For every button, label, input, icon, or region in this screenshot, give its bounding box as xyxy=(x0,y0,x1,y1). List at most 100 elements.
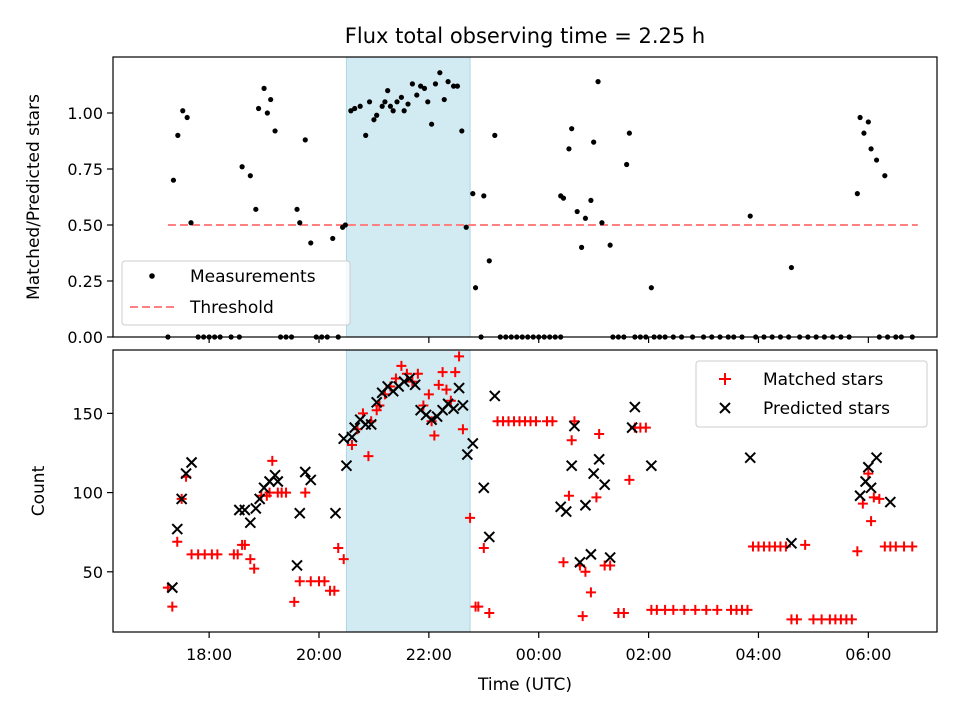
measurement-point xyxy=(357,103,363,109)
x-axis-label: Time (UTC) xyxy=(477,675,572,695)
matched-star-point xyxy=(363,451,374,462)
matched-star-point xyxy=(396,360,407,371)
matched-star-point xyxy=(690,604,701,615)
predicted-star-point xyxy=(862,461,875,473)
measurement-point xyxy=(247,173,253,179)
y-tick-label: 150 xyxy=(72,404,103,423)
matched-star-point xyxy=(433,379,444,390)
bottom-y-axis-label: Count xyxy=(29,465,49,516)
matched-star-point xyxy=(791,614,802,625)
measurement-point xyxy=(445,79,451,85)
measurement-point xyxy=(352,105,358,112)
bottom-legend: Matched stars Predicted stars xyxy=(695,360,928,428)
matched-star-point xyxy=(172,536,183,547)
matched-star-point xyxy=(624,474,635,485)
measurement-point xyxy=(854,191,860,197)
measurement-point xyxy=(425,99,431,105)
predicted-star-point xyxy=(645,459,658,472)
measurement-point xyxy=(865,119,871,125)
matched-star-point xyxy=(329,585,340,596)
matched-star-point xyxy=(907,541,918,552)
measurement-point xyxy=(253,206,259,212)
measurement-point xyxy=(308,240,314,246)
measurement-point xyxy=(450,83,457,89)
matched-star-point xyxy=(618,607,629,618)
measurement-point xyxy=(857,114,863,121)
predicted-star-point xyxy=(425,414,438,426)
predicted-star-point xyxy=(185,456,198,469)
bottom-x-axis: 18:00 20:00 22:00 00:00 02:00 04:00 06:00 xyxy=(186,632,891,664)
matched-star-point xyxy=(566,435,577,446)
measurement-point xyxy=(599,220,605,226)
predicted-star-point xyxy=(453,382,465,394)
measurement-point xyxy=(486,258,492,264)
top-x-axis xyxy=(208,337,869,343)
predicted-star-point xyxy=(365,418,377,431)
predicted-stars-layer xyxy=(166,372,897,594)
matched-star-point xyxy=(319,576,330,587)
y-tick-label: 0.75 xyxy=(67,160,103,179)
legend-measurement-marker xyxy=(149,273,155,279)
predicted-star-point xyxy=(565,459,578,472)
matched-star-point xyxy=(212,549,223,560)
predicted-star-point xyxy=(587,467,600,480)
measurement-point xyxy=(481,193,487,199)
matched-star-point xyxy=(249,563,260,574)
top-y-axis-label: Matched/Predicted stars xyxy=(24,94,44,300)
predicted-star-point xyxy=(585,548,597,561)
observing-window-span xyxy=(345,349,471,633)
matched-star-point xyxy=(712,604,723,615)
matched-star-point xyxy=(473,601,484,612)
chart-title: Flux total observing time = 2.25 h xyxy=(345,24,705,48)
predicted-star-point xyxy=(489,390,501,402)
matched-star-point xyxy=(605,560,616,571)
measurement-point xyxy=(472,285,479,291)
matched-star-point xyxy=(679,604,690,615)
top-axes-frame xyxy=(112,56,938,338)
matched-star-point xyxy=(426,416,437,427)
predicted-star-point xyxy=(329,507,342,519)
matched-star-point xyxy=(289,596,300,607)
measurement-point xyxy=(264,110,270,116)
matched-star-point xyxy=(852,546,863,557)
measurement-point xyxy=(470,191,476,197)
matched-star-point xyxy=(245,554,256,565)
predicted-star-point xyxy=(370,396,383,408)
predicted-star-point xyxy=(593,453,605,466)
predicted-star-point xyxy=(253,493,266,505)
predicted-star-point xyxy=(305,474,317,486)
matched-star-point xyxy=(267,455,278,466)
measurement-point xyxy=(363,132,369,138)
predicted-star-point xyxy=(461,448,474,461)
matched-star-point xyxy=(346,440,357,451)
predicted-star-point xyxy=(884,496,897,508)
measurement-point xyxy=(330,235,336,242)
measurement-point xyxy=(429,121,435,127)
measurement-point xyxy=(492,132,498,138)
predicted-star-point xyxy=(568,420,581,432)
y-tick-label: 0.00 xyxy=(67,328,103,347)
measurement-point xyxy=(788,264,795,271)
matched-star-point xyxy=(563,490,574,501)
measurement-point xyxy=(566,146,572,152)
matched-star-point xyxy=(167,601,178,612)
bottom-y-axis: 50 100 150 xyxy=(72,404,113,582)
matched-star-point xyxy=(281,487,292,498)
matched-star-point xyxy=(866,516,877,527)
observing-window-span xyxy=(345,56,471,338)
matched-star-point xyxy=(585,587,596,598)
measurement-point xyxy=(374,112,380,118)
predicted-star-point xyxy=(579,499,592,511)
matched-star-point xyxy=(577,611,588,622)
measurement-point xyxy=(454,83,461,89)
matched-star-point xyxy=(640,422,651,433)
predicted-star-point xyxy=(398,375,410,388)
y-tick-label: 0.50 xyxy=(67,216,103,235)
measurement-point xyxy=(405,101,411,107)
predicted-star-point xyxy=(457,399,469,412)
measurement-point xyxy=(297,220,303,226)
measurement-point xyxy=(382,99,388,105)
top-y-axis: 0.00 0.25 0.50 0.75 1.00 xyxy=(67,104,113,347)
legend-matched-marker xyxy=(719,373,731,385)
